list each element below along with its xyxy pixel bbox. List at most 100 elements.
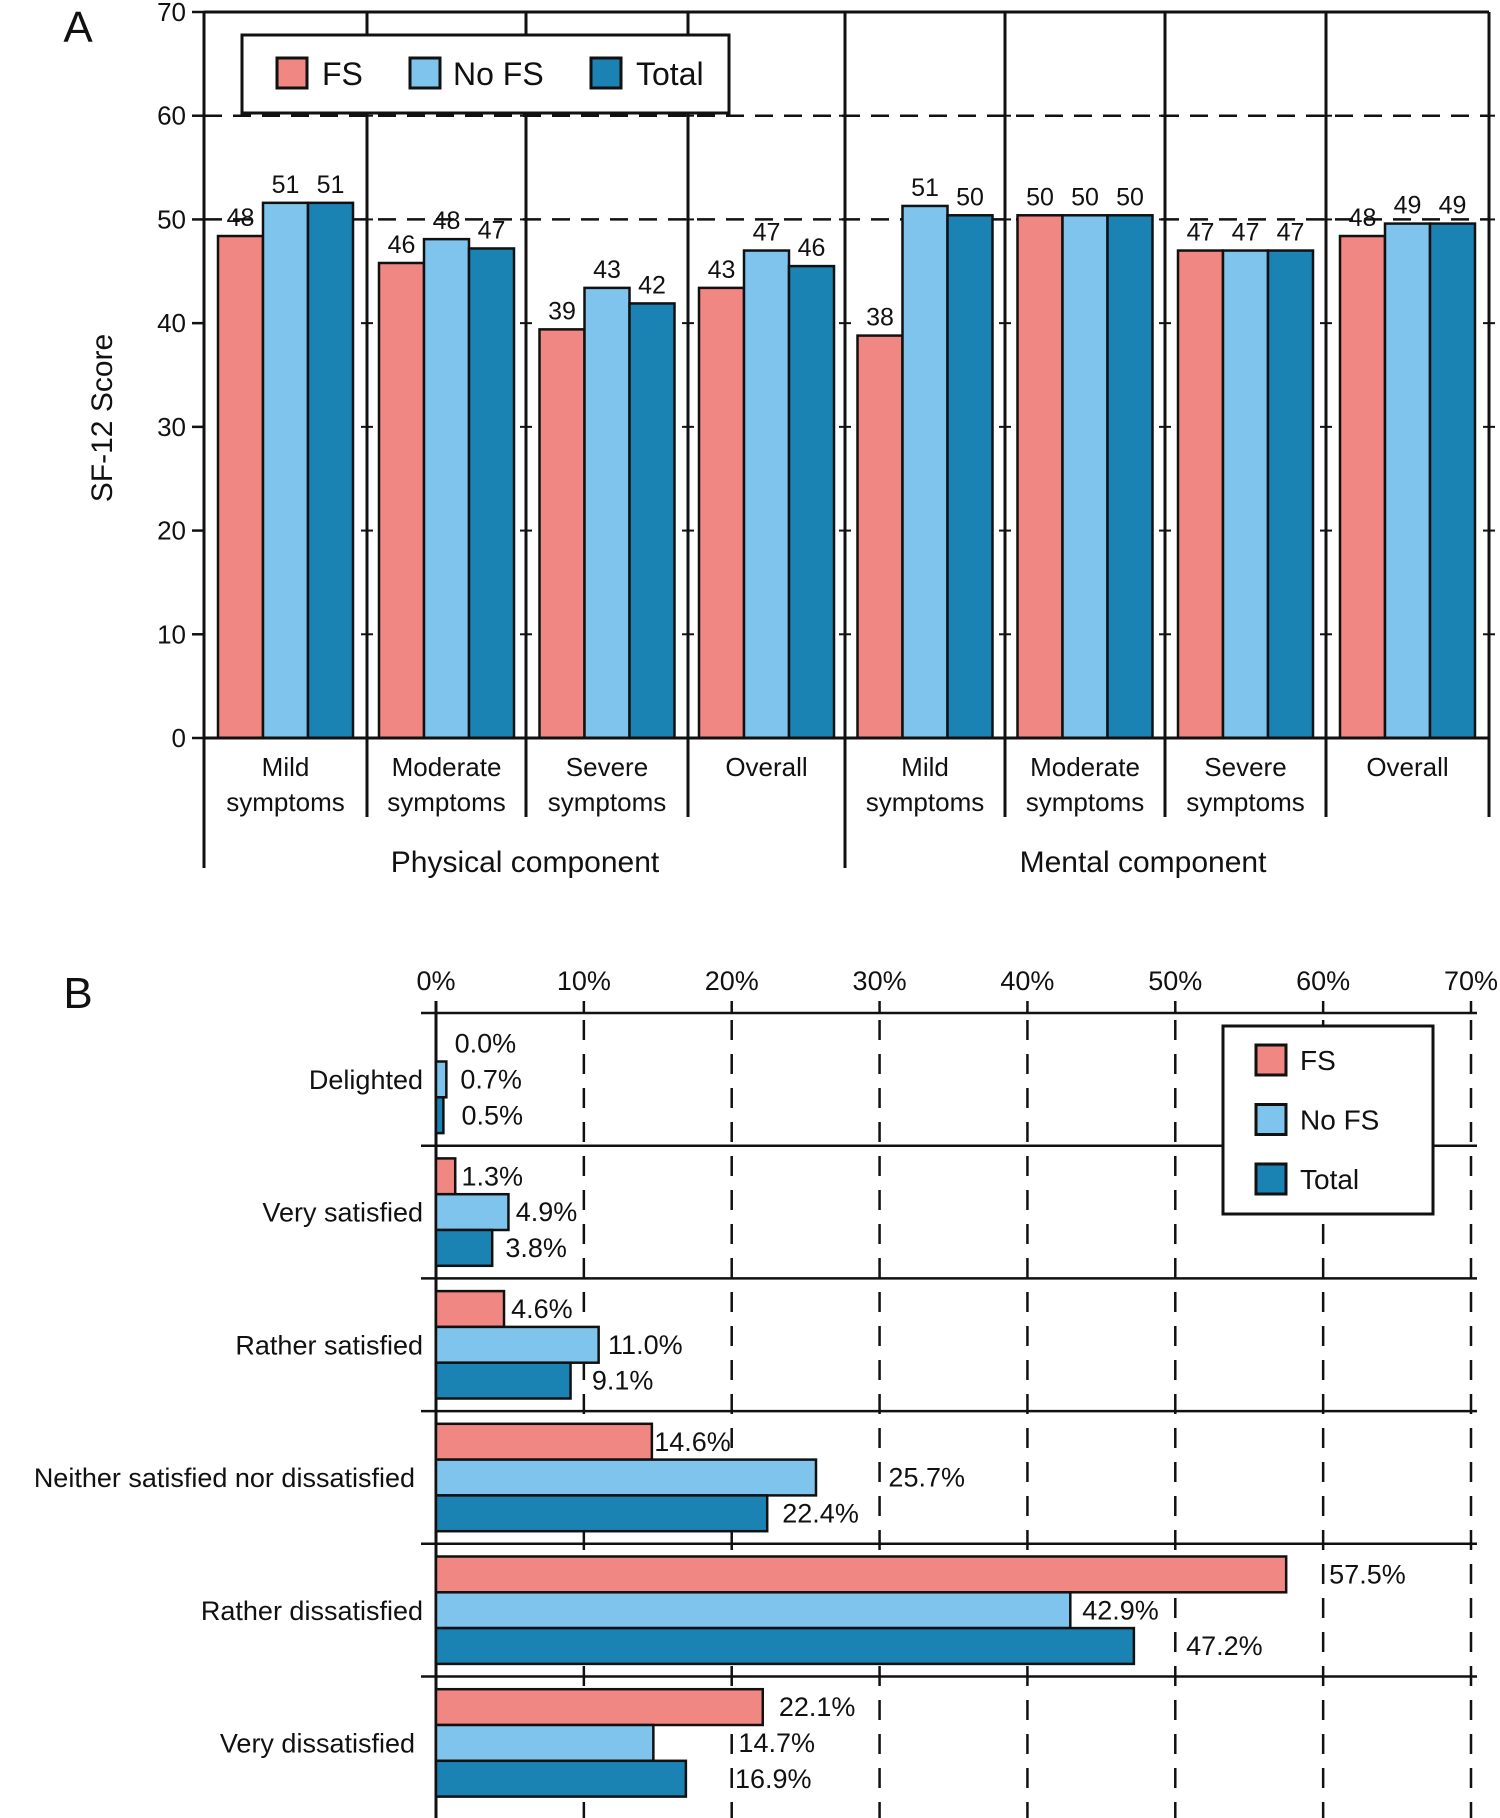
bar-value-label: 46 — [798, 234, 826, 262]
category-label: symptoms — [1186, 787, 1304, 817]
y-tick-label: 0 — [172, 723, 186, 753]
category-label: symptoms — [1026, 787, 1144, 817]
y-tick-label: 70 — [157, 0, 186, 27]
bar-no-fs — [434, 1325, 600, 1364]
bar-no-fs — [434, 1458, 818, 1497]
legend-swatch-total — [589, 56, 623, 90]
x-tick-label: 30% — [853, 966, 907, 996]
bar-value-label: 43 — [593, 256, 621, 284]
x-tick-label: 60% — [1296, 966, 1350, 996]
bar-value-label: 50 — [956, 183, 984, 211]
x-tick-label: 20% — [705, 966, 759, 996]
bar-fs — [434, 1555, 1288, 1594]
legend-label: No FS — [453, 56, 544, 92]
category-label: Moderate — [1030, 752, 1140, 782]
legend-swatch-total — [1254, 1162, 1288, 1196]
y-tick-label: 60 — [157, 101, 186, 131]
bar-value-label: 57.5% — [1329, 1560, 1406, 1590]
category-label: symptoms — [387, 787, 505, 817]
category-label: symptoms — [866, 787, 984, 817]
bar-fs — [1016, 214, 1064, 740]
legend-swatch-no-fs — [408, 56, 442, 90]
legend-swatch-no-fs — [1254, 1103, 1288, 1136]
x-tick-label: 40% — [1000, 966, 1054, 996]
bar-total — [946, 214, 994, 740]
bar-value-label: 0.7% — [460, 1065, 522, 1095]
category-label: Very dissatisfied — [220, 1729, 415, 1759]
bar-value-label: 47 — [753, 219, 781, 247]
bar-value-label: 51 — [272, 171, 300, 199]
bar-value-label: 46 — [388, 231, 416, 259]
x-tick-label: 70% — [1444, 966, 1498, 996]
bar-total — [434, 1759, 688, 1798]
bar-fs — [434, 1687, 765, 1727]
category-label: Moderate — [392, 752, 502, 782]
bar-total — [787, 264, 836, 740]
bar-total — [306, 201, 355, 740]
bar-value-label: 43 — [708, 256, 736, 284]
bar-value-label: 4.6% — [511, 1294, 573, 1324]
category-label: Overall — [1366, 752, 1448, 782]
bar-value-label: 0.0% — [455, 1029, 517, 1059]
bar-fs — [1176, 249, 1225, 740]
y-tick-label: 20 — [157, 516, 186, 546]
bar-value-label: 16.9% — [735, 1764, 812, 1794]
y-tick-label: 10 — [157, 619, 186, 649]
bar-value-label: 47 — [1187, 219, 1215, 247]
bar-value-label: 14.7% — [738, 1728, 815, 1758]
y-tick-label: 40 — [157, 308, 186, 338]
x-tick-label: 50% — [1148, 966, 1202, 996]
bar-value-label: 9.1% — [592, 1366, 654, 1396]
legend-label: No FS — [1300, 1105, 1379, 1136]
bar-value-label: 51 — [317, 171, 345, 199]
bar-fs — [377, 261, 426, 740]
bar-value-label: 50 — [1026, 183, 1054, 211]
category-label: Mild — [262, 752, 310, 782]
bar-value-label: 11.0% — [608, 1330, 683, 1360]
bar-no-fs — [1061, 214, 1109, 740]
bar-no-fs — [434, 1060, 448, 1099]
category-label: Delighted — [309, 1065, 423, 1095]
bar-value-label: 22.4% — [782, 1498, 859, 1528]
bar-total — [1106, 214, 1154, 740]
bar-no-fs — [901, 204, 949, 740]
panel-label-a: A — [63, 3, 93, 52]
bar-value-label: 48 — [227, 204, 255, 232]
category-label: symptoms — [548, 787, 666, 817]
bar-value-label: 50 — [1116, 183, 1144, 211]
bar-total — [434, 1361, 572, 1400]
category-label: symptoms — [226, 787, 344, 817]
bar-value-label: 42 — [638, 271, 666, 299]
bar-fs — [697, 286, 746, 740]
bar-no-fs — [583, 286, 631, 740]
category-label: Overall — [725, 752, 807, 782]
bar-value-label: 22.1% — [779, 1692, 856, 1722]
bar-value-label: 39 — [548, 297, 576, 325]
legend-label: FS — [1300, 1045, 1336, 1076]
bar-no-fs — [434, 1723, 655, 1763]
bar-total — [467, 247, 516, 740]
bar-value-label: 4.9% — [516, 1197, 578, 1227]
x-tick-label: 10% — [557, 966, 611, 996]
bar-value-label: 3.8% — [505, 1233, 567, 1263]
legend-swatch-fs — [275, 56, 309, 90]
bar-value-label: 48 — [433, 207, 461, 235]
bar-value-label: 47 — [1277, 219, 1305, 247]
bar-total — [1266, 249, 1315, 740]
bar-fs — [434, 1422, 654, 1461]
bar-fs — [216, 234, 265, 740]
category-label: Mild — [901, 752, 949, 782]
legend-label: Total — [1300, 1164, 1359, 1195]
y-tick-label: 30 — [157, 412, 186, 442]
category-label: Neither satisfied nor dissatisfied — [34, 1463, 415, 1493]
bar-value-label: 51 — [911, 174, 939, 202]
y-axis-label: SF-12 Score — [86, 334, 119, 502]
bar-value-label: 48 — [1349, 204, 1377, 232]
bar-value-label: 47 — [1232, 219, 1260, 247]
category-label: Severe — [566, 752, 648, 782]
bar-fs — [1338, 234, 1387, 740]
bar-no-fs — [1383, 222, 1432, 740]
bar-total — [1428, 222, 1477, 740]
bar-total — [434, 1626, 1136, 1666]
